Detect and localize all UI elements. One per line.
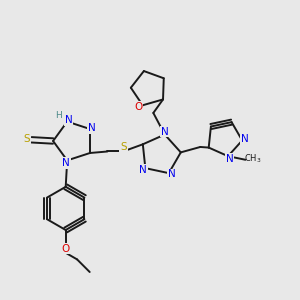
Text: S: S xyxy=(23,134,30,144)
Text: S: S xyxy=(120,142,127,152)
Text: CH$_3$: CH$_3$ xyxy=(244,153,262,165)
Text: N: N xyxy=(139,165,147,175)
Text: N: N xyxy=(226,154,233,164)
Text: N: N xyxy=(161,127,169,136)
Text: N: N xyxy=(168,169,176,179)
Text: N: N xyxy=(241,134,248,144)
Text: N: N xyxy=(64,116,72,125)
Text: O: O xyxy=(61,244,70,254)
Text: H: H xyxy=(56,111,62,120)
Text: N: N xyxy=(62,158,70,168)
Text: O: O xyxy=(134,102,142,112)
Text: N: N xyxy=(88,123,96,133)
